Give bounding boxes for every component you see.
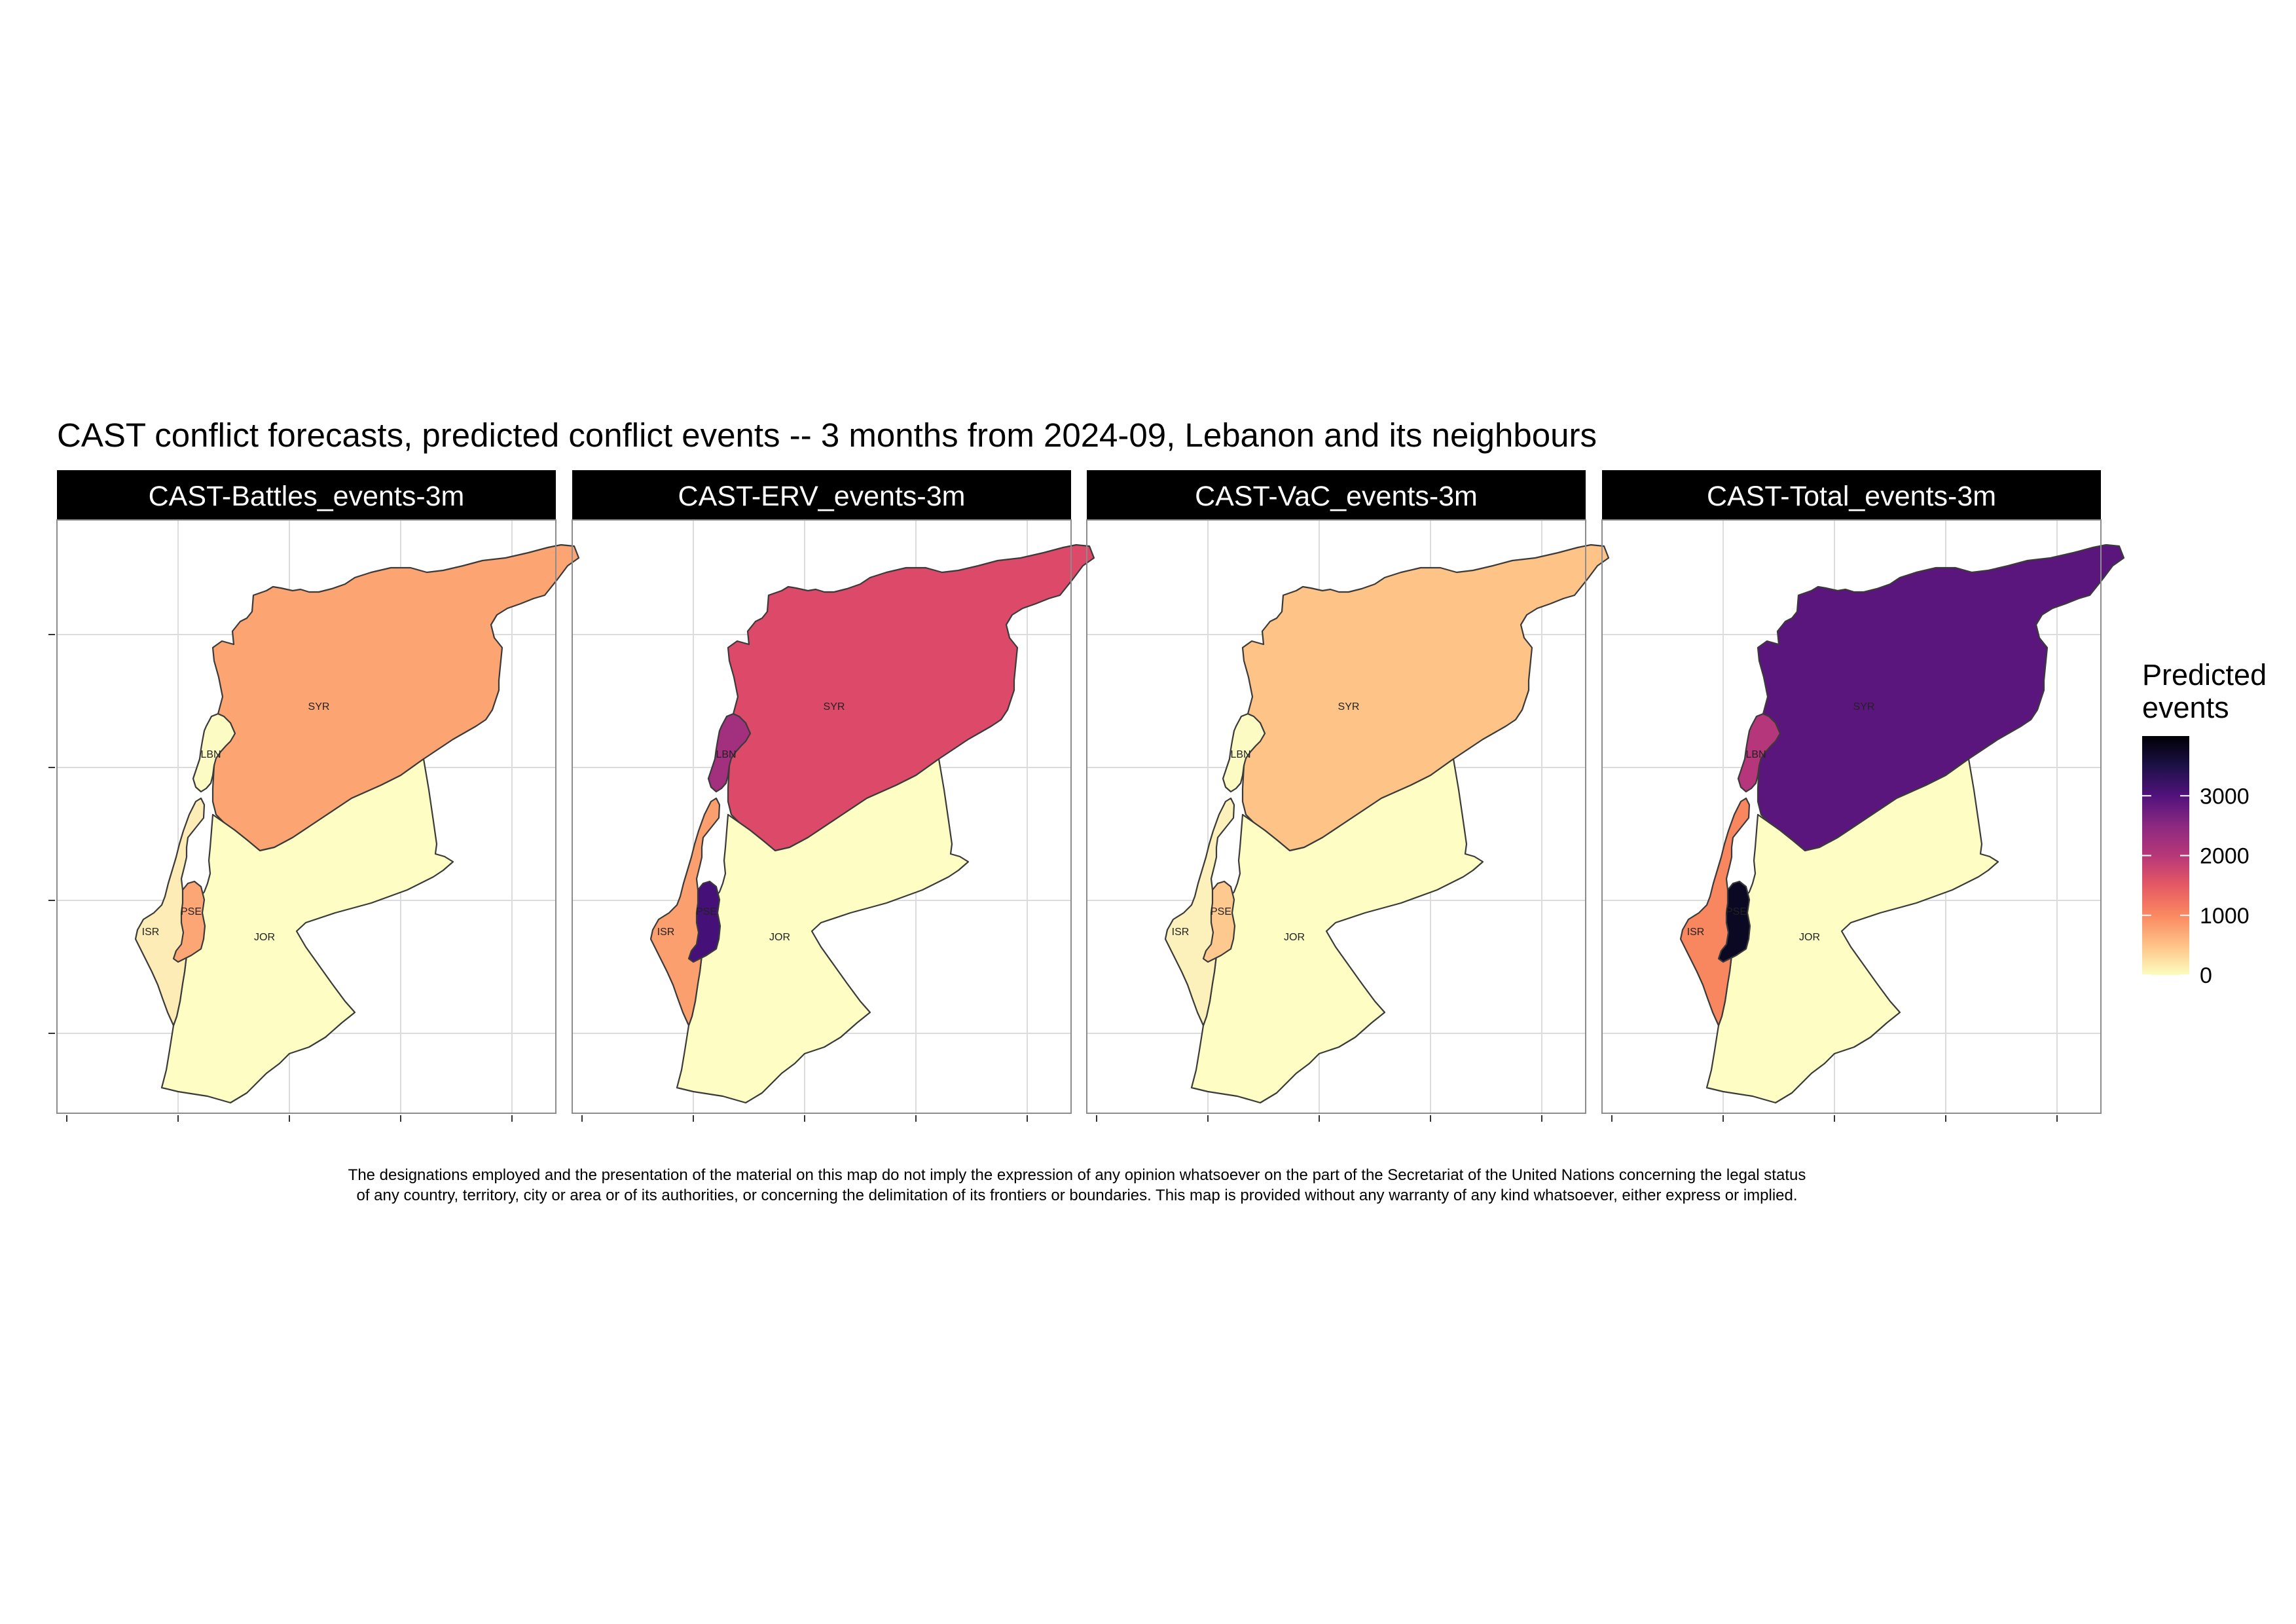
panel-strip [572, 470, 1071, 520]
panel-strip [1602, 470, 2101, 520]
country-lbn [1222, 712, 1266, 793]
country-label-jor: JOR [254, 932, 275, 943]
legend-tick-label: 1000 [2200, 904, 2250, 929]
country-isr [1164, 797, 1235, 1027]
country-labels: SYR LBN ISR PSE JOR [1687, 701, 1875, 943]
country-label-syr: SYR [1853, 701, 1875, 712]
country-label-pse: PSE [1211, 906, 1231, 917]
map-panels: CAST-Battles_events-3mSYRLBNISRPSEJORCAS… [48, 470, 2125, 1122]
panel-frame [572, 519, 1072, 1114]
figure-title: CAST conflict forecasts, predicted confl… [57, 416, 1597, 454]
legend: Predicted events 3000 2000 1000 0 [2142, 658, 2267, 988]
legend-tick-label: 3000 [2200, 784, 2250, 809]
country-label-lbn: LBN [1230, 749, 1250, 760]
country-pse [1202, 880, 1236, 963]
country-label-syr: SYR [1338, 701, 1360, 712]
country-label-isr: ISR [142, 927, 160, 938]
country-shapes [1679, 544, 2125, 1104]
panel-axis-ticks [581, 1115, 1028, 1122]
country-shapes [649, 544, 1095, 1104]
panel-axis-ticks [1096, 1115, 1542, 1122]
panel-strip-label: CAST-Battles_events-3m [149, 481, 465, 512]
country-label-isr: ISR [1687, 927, 1705, 938]
panel-frame [1601, 519, 2102, 1114]
country-label-pse: PSE [696, 906, 717, 917]
panel-frame [56, 519, 556, 1114]
country-pse [687, 880, 721, 963]
panel-frame [1086, 519, 1586, 1114]
country-label-jor: JOR [1799, 932, 1820, 943]
country-isr [1679, 797, 1751, 1027]
country-label-syr: SYR [308, 701, 330, 712]
country-isr [649, 797, 721, 1027]
country-label-syr: SYR [824, 701, 845, 712]
legend-tick-label: 2000 [2200, 844, 2250, 869]
map-panel: CAST-ERV_events-3m SYR LBN ISR PSE JOR [572, 470, 1095, 1122]
country-label-pse: PSE [1726, 906, 1747, 917]
country-label-pse: PSE [181, 906, 202, 917]
panel-axis-ticks [1611, 1115, 2058, 1122]
country-labels: SYR LBN ISR PSE JOR [657, 701, 845, 943]
country-label-lbn: LBN [1745, 749, 1766, 760]
country-label-jor: JOR [1284, 932, 1305, 943]
disclaimer-line-1: The designations employed and the presen… [348, 1166, 1806, 1184]
panel-strip [1087, 470, 1586, 520]
disclaimer-line-2: of any country, territory, city or area … [356, 1187, 1797, 1204]
country-shapes [134, 544, 580, 1104]
country-labels: SYR LBN ISR PSE JOR [142, 701, 330, 943]
legend-title-line2: events [2142, 691, 2229, 724]
panel-strip [57, 470, 556, 520]
country-label-isr: ISR [1172, 927, 1190, 938]
country-label-jor: JOR [769, 932, 790, 943]
country-label-isr: ISR [657, 927, 675, 938]
country-lbn [192, 712, 236, 793]
country-labels: SYR LBN ISR PSE JOR [1172, 701, 1360, 943]
panel-strip-label: CAST-VaC_events-3m [1195, 481, 1478, 512]
map-panel: CAST-Battles_events-3m SYR LBN ISR PSE JOR [48, 470, 580, 1122]
country-lbn [1737, 712, 1781, 793]
panel-axis-ticks [48, 634, 513, 1122]
country-pse [1717, 880, 1751, 963]
map-panel: CAST-VaC_events-3m SYR LBN ISR PSE JOR [1086, 470, 1610, 1122]
legend-tick-label: 0 [2200, 963, 2212, 988]
legend-ticks: 3000 2000 1000 0 [2142, 784, 2250, 988]
country-label-lbn: LBN [716, 749, 736, 760]
country-shapes [1164, 544, 1610, 1104]
map-panel: CAST-Total_events-3m SYR LBN ISR PSE JOR [1601, 470, 2125, 1122]
country-label-lbn: LBN [200, 749, 221, 760]
country-isr [134, 797, 206, 1027]
panel-strip-label: CAST-ERV_events-3m [678, 481, 966, 512]
country-pse [172, 880, 206, 963]
panel-strip-label: CAST-Total_events-3m [1707, 481, 1996, 512]
legend-title-line1: Predicted [2142, 658, 2267, 692]
country-lbn [707, 712, 752, 793]
